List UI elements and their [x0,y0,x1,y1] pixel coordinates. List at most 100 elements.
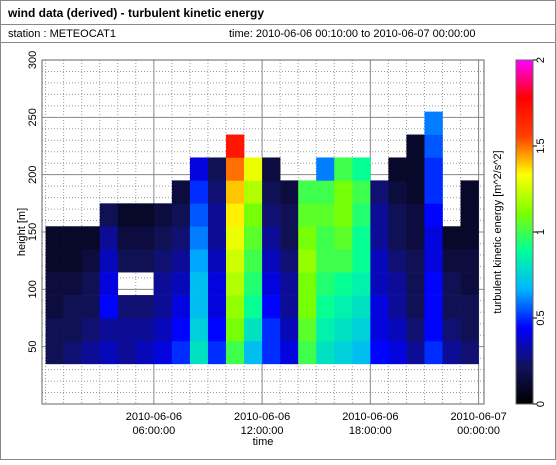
heat-cell [316,340,335,365]
heat-cell [298,180,317,204]
heat-cell [45,295,64,319]
heat-cell [117,226,137,250]
heat-cell [63,340,82,365]
heat-cell [99,249,119,273]
heat-cell [280,180,299,204]
heat-cell [135,318,155,342]
heat-cell [262,226,281,250]
colorbar-tick-label: 1.5 [535,138,547,153]
colorbar-tick-label: 1 [535,229,547,235]
station: station : METEOCAT1 [8,28,116,40]
heat-cell [99,295,119,319]
heat-cell [424,272,443,296]
heat-cell [316,180,335,204]
y-tick-label: 150 [27,223,39,241]
heat-cell [460,340,479,365]
heat-cell [352,249,371,273]
heat-cell [171,226,191,250]
heat-cell [153,295,173,319]
heat-cell [406,203,425,227]
heat-cell [352,203,371,227]
heat-cell [244,272,263,296]
heat-cell [135,203,155,227]
heat-cell [406,295,425,319]
heat-cell [99,203,119,227]
heat-cell [99,272,119,296]
heat-cell [406,226,425,250]
heat-cell [153,272,173,296]
heat-cell [117,203,137,227]
heat-cell [81,226,101,250]
heat-cell [45,318,64,342]
heat-cell [81,272,101,296]
y-tick-label: 50 [27,341,39,353]
heat-cell [189,157,209,181]
heat-cell [244,340,263,365]
title-box [0,0,556,25]
heat-cell [244,226,263,250]
heat-cell [334,226,353,250]
heat-cell [298,203,317,227]
heat-cell [352,157,371,181]
heat-cell [226,203,245,227]
heat-cell [63,318,82,342]
heat-cell [334,340,353,365]
heat-cell [388,203,407,227]
heat-cell [45,340,64,365]
heat-cell [370,318,389,342]
heat-cell [135,249,155,273]
heat-cell [442,318,461,342]
heat-cell [117,340,137,365]
heat-cell [81,249,101,273]
heat-cell [153,226,173,250]
heat-cell [334,157,353,181]
heat-cell [406,272,425,296]
heat-cell [298,318,317,342]
heat-cell [370,249,389,273]
heat-cell [442,226,461,250]
heat-cell [171,295,191,319]
heat-cell [244,180,263,204]
heat-cell [334,180,353,204]
heat-cell [370,272,389,296]
heat-cell [460,226,479,250]
heat-cell [262,272,281,296]
heat-cell [153,203,173,227]
heat-cell [334,295,353,319]
heat-cell [99,340,119,365]
heat-cell [262,318,281,342]
heat-cell [226,272,245,296]
x-tick-label: 2010-06-06 12:00:00 [234,411,290,437]
heat-cell [280,318,299,342]
colorbar [515,59,534,405]
heat-cell [117,318,137,342]
y-tick-label: 100 [27,280,39,298]
heat-cell [207,318,227,342]
heat-cell [334,203,353,227]
heat-cell [45,272,64,296]
heat-cell [207,295,227,319]
heat-cell [298,249,317,273]
heat-cell [262,180,281,204]
heat-cell [171,249,191,273]
heat-cell [244,295,263,319]
heat-cell [388,249,407,273]
heat-cell [117,249,137,273]
heat-cell [424,226,443,250]
heat-cell [63,295,82,319]
heat-cell [388,226,407,250]
heat-cell [226,134,245,158]
heat-cell [424,249,443,273]
heat-cell [370,295,389,319]
heat-cell [406,157,425,181]
time-range: time: 2010-06-06 00:10:00 to 2010-06-07 … [229,28,475,40]
heat-cell [388,318,407,342]
heat-cell [207,249,227,273]
heat-cell [298,340,317,365]
heat-cell [244,203,263,227]
y-tick-label: 200 [27,165,39,183]
heat-cell [226,157,245,181]
heat-cell [460,318,479,342]
heat-cell [153,318,173,342]
colorbar-tick-label: 0.5 [535,310,547,325]
